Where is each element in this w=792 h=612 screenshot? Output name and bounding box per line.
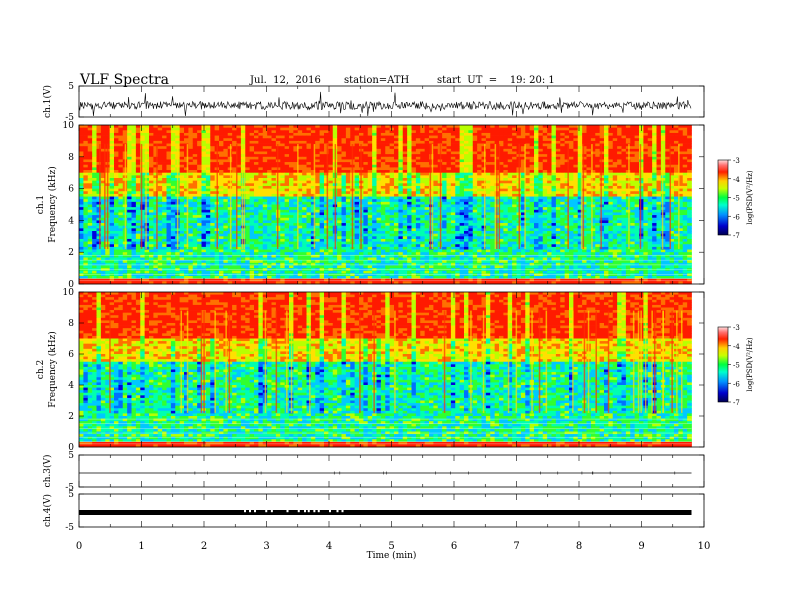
spectrogram-ch1 — [79, 125, 692, 285]
y-tick-label: 5 — [68, 82, 74, 92]
station-label: station=ATH — [344, 75, 410, 86]
y-ticks-panel-ch1-spectrogram: 0 2 4 6 8 10 — [63, 121, 704, 290]
y-tick-label: 5 — [68, 451, 74, 461]
colorbar-tick-label: -5 — [733, 362, 740, 370]
colorbar-ch2: -3 -4 -5 -6 -7 log(PSD(V²/Hz) — [717, 324, 754, 407]
x-tick-label: 4 — [326, 541, 332, 552]
y-ticks-panel-ch4-waveform: 5 -5 — [65, 490, 704, 533]
ch2-spectrogram-ylabel: Frequency (kHz) — [47, 331, 58, 408]
y-tick-label: 8 — [68, 153, 74, 163]
x-axis: 0 1 2 3 4 5 6 7 8 9 10 — [76, 541, 711, 552]
spectrogram-ch2 — [79, 292, 692, 448]
y-tick-label: 5 — [68, 490, 74, 500]
ch1-spectrogram-channel-label: ch.1 — [36, 195, 46, 214]
x-ticks — [78, 292, 705, 447]
y-tick-label: -5 — [65, 523, 74, 533]
chart-title: VLF Spectra — [80, 72, 169, 88]
colorbar-tick-label: -3 — [733, 157, 740, 165]
x-tick-label: 6 — [451, 541, 457, 552]
x-tick-label: 9 — [638, 541, 644, 552]
colorbar-tick-label: -3 — [733, 324, 740, 332]
y-tick-label: 0 — [68, 443, 74, 453]
y-tick-label: 0 — [68, 280, 74, 290]
y-tick-label: 4 — [68, 381, 74, 391]
x-ticks — [78, 125, 705, 284]
x-ticks — [78, 86, 705, 117]
ch1-ylabel: ch.1(V) — [42, 85, 53, 118]
x-ticks — [78, 494, 705, 527]
y-ticks-panel-ch2-spectrogram: 0 2 4 6 8 10 — [63, 288, 704, 453]
y-tick-label: 2 — [68, 412, 74, 422]
x-tick-label: 10 — [698, 541, 711, 552]
colorbar-tick-label: -6 — [733, 213, 740, 221]
waveform-ch1 — [78, 91, 692, 117]
y-tick-label: 10 — [63, 121, 75, 131]
x-ticks — [78, 455, 705, 487]
y-tick-label: 2 — [68, 248, 74, 258]
x-tick-label: 8 — [576, 541, 582, 552]
colorbar-tick-label: -6 — [733, 380, 740, 388]
colorbar-tick-label: -7 — [733, 232, 740, 240]
colorbar-ch1: -3 -4 -5 -6 -7 log(PSD(V²/Hz) — [717, 157, 754, 240]
x-tick-label: 3 — [263, 541, 269, 552]
y-ticks-panel-ch3-waveform: 5 -5 — [65, 451, 704, 493]
y-tick-label: -5 — [65, 483, 74, 493]
colorbar-tick-label: -7 — [733, 399, 740, 407]
x-axis-label: Time (min) — [367, 550, 417, 561]
y-tick-label: 6 — [68, 350, 74, 360]
colorbar-tick-label: -5 — [733, 195, 740, 203]
y-tick-label: 6 — [68, 185, 74, 195]
y-tick-label: 4 — [68, 216, 74, 226]
x-tick-label: 7 — [513, 541, 519, 552]
colorbar-label: log(PSD(V²/Hz) — [746, 337, 754, 392]
y-tick-label: 8 — [68, 319, 74, 329]
colorbar-tick-label: -4 — [733, 343, 740, 351]
ch2-spectrogram-channel-label: ch.2 — [36, 360, 46, 379]
y-tick-label: -5 — [65, 113, 74, 123]
x-tick-label: 5 — [388, 541, 394, 552]
ch4-ylabel: ch.4(V) — [42, 494, 53, 527]
waveform-ch4 — [79, 510, 692, 515]
start-time-label: start UT = 19: 20: 1 — [437, 75, 555, 86]
date-label: Jul. 12, 2016 — [250, 75, 321, 86]
y-ticks-panel-ch1-waveform: 5 -5 — [65, 82, 704, 123]
x-tick-label: 1 — [138, 541, 144, 552]
waveform-ch3 — [79, 471, 692, 475]
colorbar-label: log(PSD(V²/Hz) — [746, 170, 754, 225]
ch1-spectrogram-ylabel: Frequency (kHz) — [47, 166, 58, 243]
y-tick-label: 10 — [63, 288, 75, 298]
x-tick-label: 2 — [201, 541, 207, 552]
ch3-ylabel: ch.3(V) — [42, 455, 53, 488]
colorbar-tick-label: -4 — [733, 176, 740, 184]
x-tick-label: 0 — [76, 541, 82, 552]
